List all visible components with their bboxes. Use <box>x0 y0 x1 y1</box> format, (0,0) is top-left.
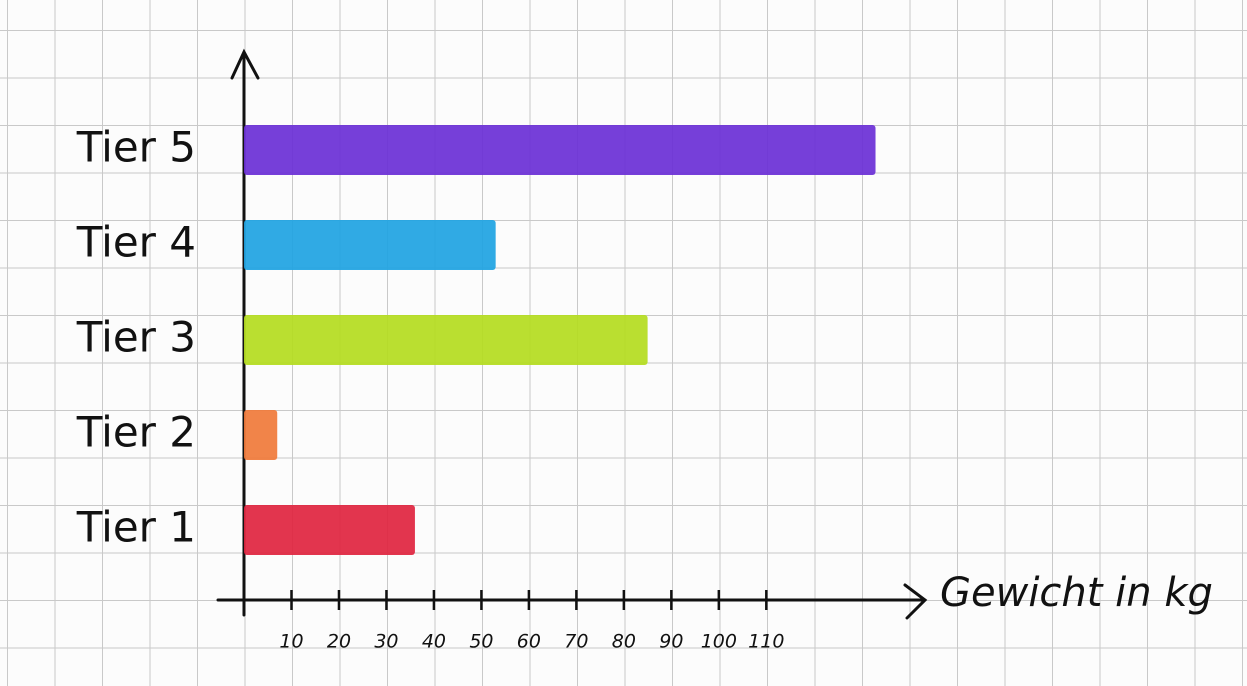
category-label: Tier 1 <box>76 503 196 552</box>
bar <box>244 125 876 175</box>
x-tick-label: 90 <box>659 631 683 653</box>
category-label: Tier 3 <box>76 313 196 362</box>
category-label: Tier 4 <box>76 218 196 267</box>
x-tick-label: 70 <box>564 631 588 653</box>
x-tick-label: 80 <box>612 631 636 653</box>
x-tick-label: 30 <box>374 631 398 653</box>
x-tick-label: 10 <box>279 631 303 653</box>
bar <box>244 315 648 365</box>
x-tick-label: 40 <box>422 631 446 653</box>
x-tick-label: 20 <box>327 631 351 653</box>
x-tick-label: 60 <box>517 631 541 653</box>
x-tick-label: 100 <box>701 631 737 653</box>
category-label: Tier 5 <box>76 123 196 172</box>
bar <box>244 505 415 555</box>
x-axis-label: Gewicht in kg <box>940 570 1213 616</box>
x-tick-label: 110 <box>748 631 784 653</box>
bar <box>244 220 496 270</box>
category-label: Tier 2 <box>76 408 196 457</box>
x-tick-label: 50 <box>469 631 493 653</box>
x-axis <box>216 583 928 620</box>
bar <box>244 410 278 460</box>
